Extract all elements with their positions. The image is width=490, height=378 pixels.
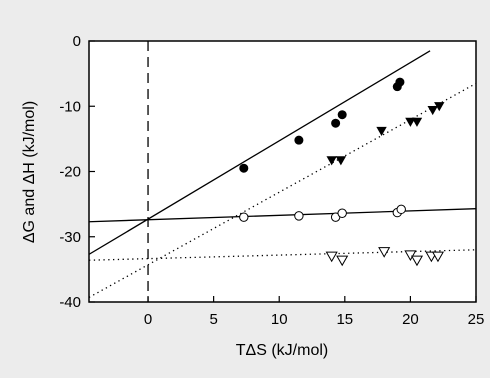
series-2-point-3 [376, 126, 387, 136]
y-tick-label-0: 0 [73, 33, 81, 50]
series-4-point-4 [404, 250, 417, 261]
x-axis-label: TΔS (kJ/mol) [236, 342, 328, 359]
series-1-point-6 [395, 77, 405, 87]
x-tick-label-10: 10 [271, 311, 288, 328]
series-2-point-6 [427, 106, 438, 116]
series-1-point-2 [294, 135, 304, 145]
x-tick-label-0: 0 [144, 311, 152, 328]
x-tick-label-25: 25 [468, 311, 485, 328]
fit-line-2 [89, 82, 476, 299]
series-2-point-2 [335, 156, 347, 166]
series-2-point-5 [411, 117, 423, 127]
plot-layer [89, 41, 476, 302]
y-tick-label--40: -40 [59, 294, 81, 311]
series-2-point-7 [434, 102, 445, 112]
series-3-point-1 [239, 212, 249, 222]
fit-line-3 [89, 208, 476, 223]
series-2-point-4 [405, 117, 416, 127]
series-2-point-1 [326, 156, 337, 166]
x-tick-label-15: 15 [336, 311, 353, 328]
series-3-point-4 [337, 208, 347, 218]
series-4-point-3 [378, 247, 391, 258]
series-3-point-6 [396, 204, 406, 215]
series-1-point-4 [337, 110, 347, 120]
series-4-point-7 [431, 251, 445, 263]
axis-layer: 0 5 10 15 20 25 0 -10 -20 -30 -40 [59, 33, 484, 328]
y-axis-label: ΔG and ΔH (kJ/mol) [21, 101, 38, 243]
y-tick-label--20: -20 [59, 164, 81, 181]
series-3-point-2 [294, 211, 304, 221]
y-tick-label--30: -30 [59, 229, 81, 246]
series-4-point-1 [325, 251, 338, 263]
series-1-point-3 [331, 118, 341, 128]
series-4-point-2 [336, 255, 349, 267]
x-tick-label-5: 5 [209, 311, 217, 328]
series-4-point-5 [410, 255, 424, 267]
series-1-point-1 [239, 163, 249, 173]
x-tick-label-20: 20 [402, 311, 419, 328]
y-tick-label--10: -10 [59, 98, 81, 115]
